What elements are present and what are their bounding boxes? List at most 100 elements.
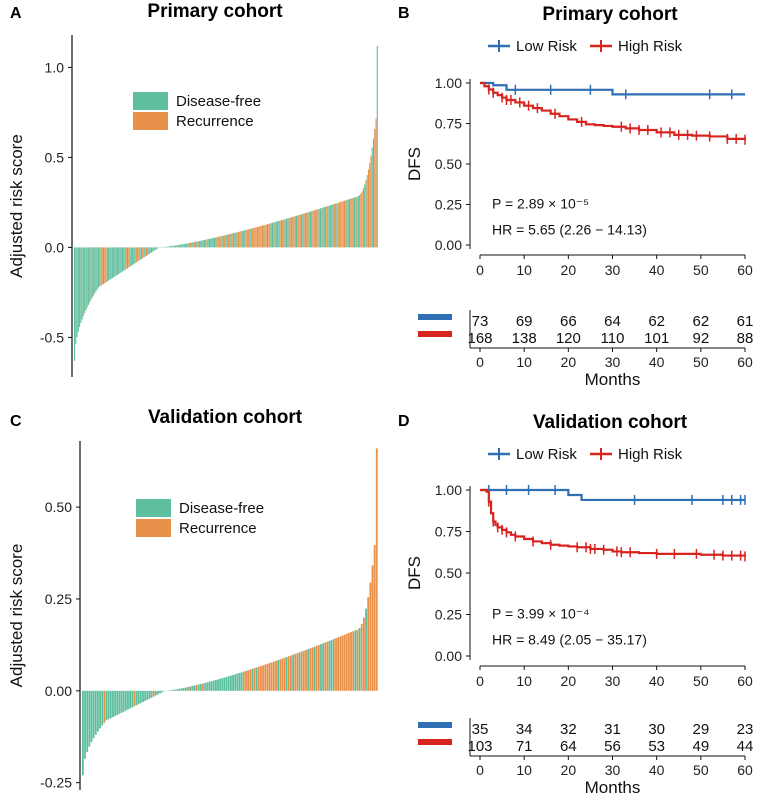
risk-bar — [202, 683, 204, 691]
risk-table-key-low-risk — [418, 722, 452, 728]
legend-label-disease-free: Disease-free — [179, 500, 264, 517]
risk-bar — [103, 247, 105, 284]
risk-bar — [193, 242, 195, 248]
risk-bar — [200, 240, 202, 248]
risk-bar — [154, 247, 156, 251]
risk-bar — [195, 684, 198, 691]
risk-bar — [315, 645, 318, 691]
risk-bar — [259, 226, 261, 248]
x-tick-label: 0 — [476, 262, 484, 278]
risk-bar — [214, 679, 217, 691]
low-risk-curve — [480, 81, 745, 96]
risk-bar — [309, 648, 312, 691]
risk-count: 44 — [737, 738, 754, 755]
risk-bar — [306, 212, 308, 248]
risk-bar — [125, 247, 127, 270]
risk-bar — [97, 690, 99, 732]
risk-bar — [86, 690, 89, 752]
risk-bar — [330, 205, 332, 248]
risk-bar — [138, 247, 140, 261]
risk-bar — [254, 227, 256, 248]
risk-bar — [264, 224, 266, 248]
legend-swatch-disease-free — [133, 92, 168, 110]
risk-x-tick-label: 40 — [649, 762, 665, 778]
risk-bar — [354, 630, 357, 691]
risk-bar — [251, 228, 253, 248]
risk-bar — [245, 670, 247, 691]
y-axis-label: DFS — [405, 556, 424, 590]
risk-bar — [345, 200, 347, 248]
risk-bar — [303, 213, 305, 248]
risk-bar — [206, 682, 209, 691]
risk-count: 101 — [644, 330, 669, 347]
risk-bar — [358, 627, 361, 691]
risk-bar — [166, 246, 168, 248]
risk-bar — [318, 208, 320, 248]
x-tick-label: 60 — [737, 673, 753, 689]
risk-bar — [337, 202, 339, 248]
risk-bar — [236, 232, 238, 248]
risk-bar — [238, 672, 241, 691]
risk-bar — [352, 631, 355, 691]
x-tick-label: 40 — [649, 262, 665, 278]
risk-count: 168 — [467, 330, 492, 347]
risk-bar — [126, 247, 129, 269]
risk-bar — [176, 245, 178, 248]
risk-bar — [250, 228, 252, 248]
risk-count: 32 — [560, 721, 577, 738]
risk-bar — [359, 195, 361, 248]
risk-bar — [239, 231, 241, 248]
risk-bar — [92, 690, 95, 739]
risk-bar — [275, 660, 277, 691]
risk-bar — [193, 685, 196, 691]
chart-title: Validation cohort — [533, 412, 688, 433]
risk-bar — [92, 247, 94, 296]
risk-bar — [313, 210, 315, 248]
risk-bar — [272, 222, 274, 248]
risk-bar — [260, 666, 262, 691]
risk-count: 69 — [516, 313, 533, 330]
risk-bar — [205, 239, 207, 248]
risk-bar — [74, 247, 76, 361]
risk-bar — [157, 690, 159, 695]
risk-bar — [242, 671, 245, 691]
risk-bar — [171, 246, 173, 248]
high-risk-curve — [480, 488, 747, 557]
y-tick-label: -0.25 — [40, 775, 72, 791]
risk-bar — [215, 237, 217, 248]
risk-bar — [123, 247, 125, 271]
risk-bar — [118, 247, 120, 275]
risk-bar — [255, 667, 258, 691]
p-value-text: P = 3.99 × 10⁻⁴ — [492, 606, 589, 622]
risk-bar — [248, 229, 250, 248]
risk-bar — [258, 226, 260, 248]
y-tick-label: 0.50 — [435, 565, 462, 581]
risk-bar — [219, 678, 222, 691]
risk-bar — [230, 675, 232, 691]
risk-bar — [241, 230, 243, 248]
risk-bar — [347, 199, 349, 248]
y-tick-label: 0.50 — [45, 499, 72, 515]
risk-bar — [371, 147, 373, 248]
risk-bar — [360, 623, 363, 691]
legend-label-high-risk: High Risk — [618, 446, 683, 463]
risk-bar — [341, 635, 344, 691]
risk-bar — [343, 200, 346, 248]
risk-bar — [116, 690, 119, 715]
risk-bar — [226, 234, 228, 248]
risk-bar — [265, 224, 267, 248]
risk-count: 88 — [737, 330, 754, 347]
y-tick-label: 0.0 — [45, 239, 65, 255]
risk-bar — [81, 247, 83, 320]
risk-bar — [332, 204, 334, 248]
risk-count: 92 — [692, 330, 709, 347]
risk-bar — [221, 678, 224, 691]
risk-bar — [296, 215, 298, 248]
y-tick-label: 1.00 — [435, 75, 462, 91]
risk-bar — [348, 199, 351, 248]
risk-bar — [97, 247, 100, 288]
panel-letter: B — [398, 5, 410, 22]
risk-bar — [346, 199, 348, 248]
risk-bar — [370, 155, 372, 248]
risk-bar — [290, 655, 292, 691]
